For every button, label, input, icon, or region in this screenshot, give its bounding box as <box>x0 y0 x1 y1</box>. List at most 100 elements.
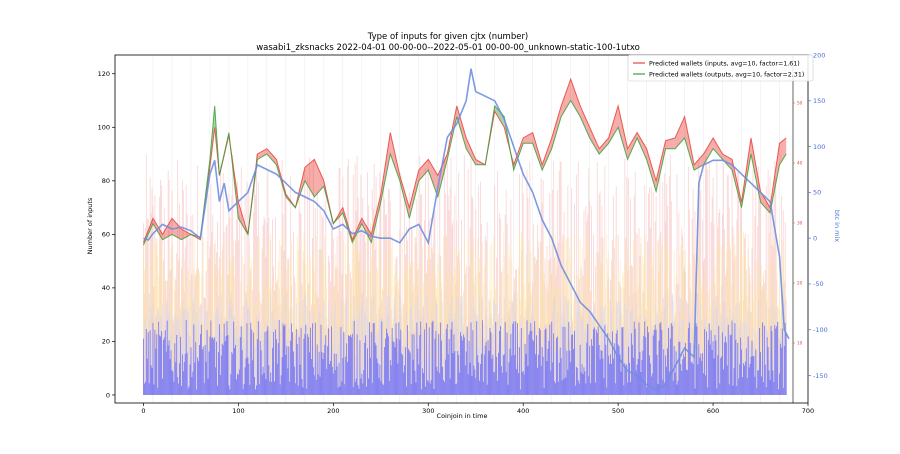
y3-tick-label: 30 <box>797 221 803 226</box>
fill-segment <box>427 159 429 172</box>
fill-segment <box>570 79 572 103</box>
fill-segment <box>616 109 618 131</box>
y-tick-label: 80 <box>102 177 110 185</box>
fill-segment <box>618 105 620 131</box>
fill-segment <box>314 159 316 197</box>
y3-tick-label: 40 <box>797 161 803 166</box>
fill-segment <box>259 152 261 159</box>
fill-segment <box>165 227 167 239</box>
fill-segment <box>419 167 421 180</box>
fill-segment <box>577 97 579 114</box>
fill-segment <box>274 157 276 164</box>
fill-segment <box>304 166 306 183</box>
fill-segment <box>617 105 619 129</box>
fill-segment <box>187 232 189 237</box>
fill-segment <box>589 127 591 140</box>
fill-segment <box>272 155 274 162</box>
fill-segment <box>311 161 313 194</box>
fill-segment <box>699 157 701 167</box>
fill-segment <box>764 197 766 208</box>
fill-segment <box>425 161 427 174</box>
fill-segment <box>668 139 670 149</box>
legend-label-inputs: Predicted wallets (inputs, avg=10, facto… <box>649 61 800 68</box>
fill-segment <box>708 144 710 157</box>
fill-segment <box>175 222 177 238</box>
fill-segment <box>681 120 683 142</box>
fill-segment <box>261 151 263 158</box>
fill-segment <box>264 149 265 156</box>
fill-segment <box>591 131 593 143</box>
fill-segment <box>477 160 479 165</box>
fill-segment <box>701 155 703 166</box>
y2-axis-label: btc in mix <box>833 210 841 242</box>
fill-segment <box>422 164 424 177</box>
fill-segment <box>571 81 573 104</box>
fill-segment <box>426 160 428 173</box>
fill-segment <box>185 231 187 238</box>
y2-tick-label: 0 <box>813 234 817 242</box>
fill-segment <box>576 95 578 112</box>
legend-box <box>627 54 814 82</box>
fill-segment <box>575 92 577 111</box>
fill-segment <box>305 165 307 185</box>
fill-segment <box>714 141 716 152</box>
x-tick-label: 0 <box>141 407 145 415</box>
fill-segment <box>258 152 260 159</box>
y3-tick-label: 20 <box>797 281 803 286</box>
y2-tick-label: 150 <box>813 97 825 105</box>
fill-segment <box>704 150 706 164</box>
fill-segment <box>526 135 528 144</box>
fill-segment <box>262 150 264 157</box>
fill-segment <box>703 152 705 165</box>
fill-segment <box>644 145 646 158</box>
fill-segment <box>319 170 321 192</box>
fill-segment <box>601 145 602 152</box>
fill-segment <box>695 162 696 170</box>
fill-segment <box>269 151 271 159</box>
x-tick-label: 500 <box>612 407 624 415</box>
legend-label-outputs: Predicted wallets (outputs, avg=10, fact… <box>649 72 804 79</box>
fill-segment <box>566 87 568 107</box>
fill-segment <box>564 95 565 112</box>
fill-segment <box>705 149 707 162</box>
series-line-outputs <box>143 99 787 246</box>
fill-segment <box>179 226 181 240</box>
fill-segment <box>523 137 525 144</box>
fill-segment <box>706 147 708 160</box>
fill-segment <box>763 196 765 207</box>
y-tick-label: 0 <box>106 391 110 399</box>
fill-segment <box>176 223 178 238</box>
fill-segment <box>573 87 575 107</box>
fill-segment <box>682 118 684 141</box>
fill-segment <box>702 154 704 166</box>
fill-segment <box>178 225 180 239</box>
fill-segment <box>421 165 423 178</box>
x-axis-label: Coinjoin in time <box>437 412 488 420</box>
fill-segment <box>714 139 715 151</box>
fill-segment <box>318 167 320 193</box>
fill-segment <box>722 154 724 161</box>
fill-segment <box>676 131 678 147</box>
fill-segment <box>529 133 531 144</box>
fill-segment <box>309 162 311 191</box>
fill-segment <box>313 159 315 197</box>
fill-segment <box>271 154 273 161</box>
fill-segment <box>270 152 272 160</box>
fill-segment <box>781 141 783 162</box>
fill-segment <box>308 163 310 189</box>
fill-segment <box>697 159 699 168</box>
fill-segment <box>666 140 668 149</box>
fill-segment <box>588 125 590 138</box>
fill-segment <box>186 231 188 238</box>
fill-segment <box>717 146 719 156</box>
fill-segment <box>273 156 275 163</box>
fill-segment <box>429 161 431 176</box>
fill-segment <box>567 84 569 106</box>
fill-segment <box>527 134 529 144</box>
fill-segment <box>433 169 435 189</box>
fill-segment <box>677 129 679 146</box>
fill-segment <box>391 136 393 160</box>
y2-tick-label: -50 <box>813 280 824 288</box>
fill-segment <box>435 172 437 195</box>
